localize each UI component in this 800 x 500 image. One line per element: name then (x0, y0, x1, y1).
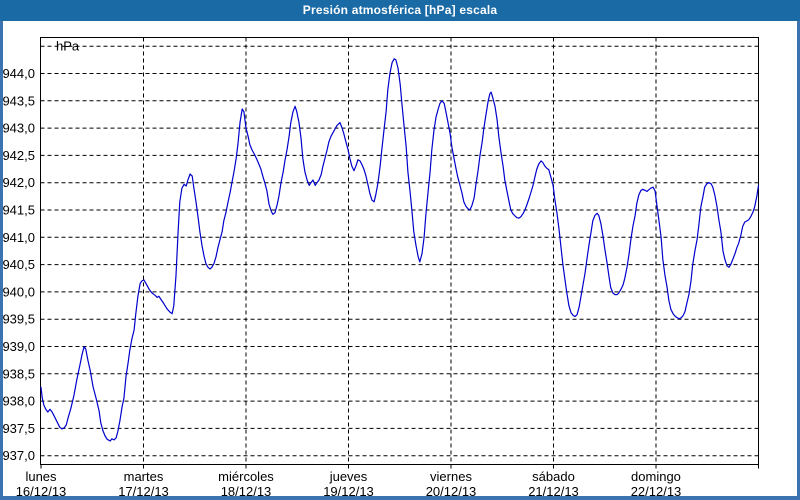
day-label: lunes (25, 469, 57, 484)
y-tick-label: 937,5 (2, 421, 35, 436)
date-label: 22/12/13 (631, 484, 682, 499)
date-label: 18/12/13 (221, 484, 272, 499)
date-label: 16/12/13 (16, 484, 67, 499)
y-tick-label: 942,0 (2, 175, 35, 190)
day-label: domingo (631, 469, 681, 484)
window-title: Presión atmosférica [hPa] escala (302, 3, 498, 17)
y-tick-label: 939,5 (2, 312, 35, 327)
y-tick-label: 938,0 (2, 394, 35, 409)
pressure-series (40, 58, 760, 442)
date-label: 20/12/13 (426, 484, 477, 499)
y-tick-label: 937,0 (2, 448, 35, 463)
window-border-bottom (0, 496, 800, 500)
day-label: martes (124, 469, 164, 484)
date-label: 17/12/13 (118, 484, 169, 499)
day-label: viernes (430, 469, 472, 484)
day-label: jueves (329, 469, 368, 484)
y-tick-label: 943,0 (2, 121, 35, 136)
title-bar: Presión atmosférica [hPa] escala (0, 0, 800, 21)
plot-frame (40, 37, 759, 465)
y-axis-unit-label: hPa (56, 39, 80, 54)
date-label: 21/12/13 (528, 484, 579, 499)
date-label: 19/12/13 (323, 484, 374, 499)
window-border-right (797, 21, 800, 500)
day-label: sábado (532, 469, 575, 484)
window-border-left (0, 21, 3, 500)
y-tick-label: 942,5 (2, 148, 35, 163)
y-tick-label: 943,5 (2, 93, 35, 108)
y-tick-label: 941,5 (2, 203, 35, 218)
y-tick-label: 941,0 (2, 230, 35, 245)
y-tick-label: 940,0 (2, 284, 35, 299)
y-tick-label: 938,5 (2, 366, 35, 381)
day-label: miércoles (218, 469, 274, 484)
y-tick-label: 940,5 (2, 257, 35, 272)
y-tick-label: 944,0 (2, 66, 35, 81)
y-tick-label: 939,0 (2, 339, 35, 354)
